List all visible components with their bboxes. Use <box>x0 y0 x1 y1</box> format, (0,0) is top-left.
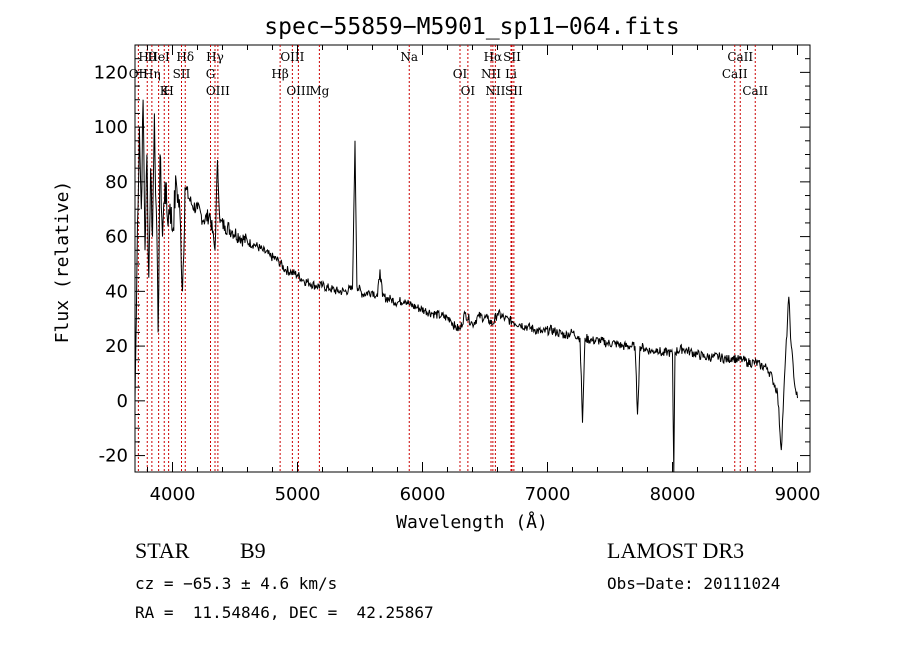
x-axis-ticks: 4000 5000 6000 7000 8000 9000 <box>147 45 821 505</box>
emission-line-label: Hγ <box>206 50 224 64</box>
emission-line-label: Hβ <box>271 67 288 81</box>
emission-line-label: Hθ <box>138 50 156 64</box>
emission-line-labels: Hθ OII K HeI HηH Hδ SII OIII Hγ G OIII OIII Hβ Mg Na OI… <box>129 50 769 98</box>
x-tick-label: 5000 <box>275 484 321 505</box>
emission-line-label: K <box>160 84 170 98</box>
emission-line-label: G <box>206 67 216 81</box>
emission-line-label: CaII <box>742 84 768 98</box>
spectrum-line <box>134 99 798 473</box>
y-axis-ticks: -20 0 20 40 60 80 100 120 <box>94 44 810 467</box>
y-tick-label: 40 <box>105 281 128 302</box>
x-tick-label: 4000 <box>150 484 196 505</box>
emission-line-label: Hα <box>484 50 503 64</box>
emission-line-label: OI <box>461 84 476 98</box>
emission-line-label: Na <box>400 50 418 64</box>
x-tick-label: 7000 <box>525 484 571 505</box>
emission-line-label: SII <box>503 50 521 64</box>
emission-line-label: H <box>163 84 173 98</box>
coordinates: RA = 11.54846, DEC = 42.25867 <box>135 603 434 622</box>
emission-line-label: SII <box>173 67 191 81</box>
x-tick-label: 6000 <box>400 484 446 505</box>
emission-line-label: OIII <box>280 50 304 64</box>
y-tick-label: 100 <box>94 117 128 138</box>
emission-line-label: Hδ <box>176 50 194 64</box>
emission-line-label: OI <box>453 67 468 81</box>
redshift-value: cz = −65.3 ± 4.6 km/s <box>135 574 338 593</box>
emission-line-label: OIII <box>206 84 230 98</box>
emission-line-label: OII <box>129 67 149 81</box>
emission-line-label: CaII <box>727 50 753 64</box>
y-tick-label: 120 <box>94 62 128 83</box>
emission-line-label: OIII <box>286 84 310 98</box>
emission-line-label: SII <box>505 84 523 98</box>
object-class: STAR <box>135 538 190 563</box>
observation-date: Obs−Date: 20111024 <box>607 574 781 593</box>
y-axis-label: Flux (relative) <box>52 181 73 344</box>
x-axis-label: Wavelength (Å) <box>396 511 548 533</box>
x-tick-label: 9000 <box>775 484 821 505</box>
emission-line-label: Mg <box>309 84 329 98</box>
object-subclass: B9 <box>240 538 266 563</box>
y-tick-label: -20 <box>99 446 128 467</box>
y-tick-label: 80 <box>105 172 128 193</box>
y-tick-label: 20 <box>105 336 128 357</box>
emission-line-label: NII <box>481 67 501 81</box>
emission-line-label: NII <box>485 84 505 98</box>
emission-line-label: CaII <box>722 67 748 81</box>
x-tick-label: 8000 <box>650 484 696 505</box>
survey-name: LAMOST DR3 <box>607 538 745 563</box>
emission-line-markers <box>137 45 756 472</box>
plot-frame <box>134 44 811 473</box>
emission-line-label: Hη <box>143 67 161 81</box>
chart-title: spec−55859−M5901_sp11−064.fits <box>264 14 679 40</box>
y-tick-label: 0 <box>117 391 128 412</box>
emission-line-label: Li <box>505 67 517 81</box>
emission-line-label: HeI <box>147 50 170 64</box>
y-tick-label: 60 <box>105 227 128 248</box>
